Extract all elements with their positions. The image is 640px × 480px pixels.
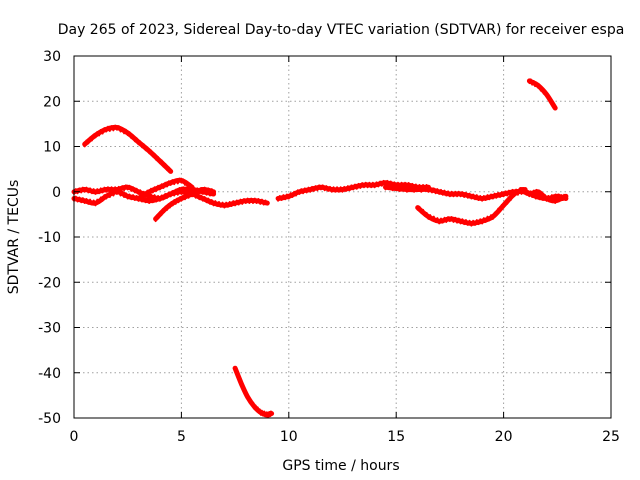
y-axis-label: SDTVAR / TECUs bbox=[6, 180, 22, 295]
series-noise-arc-rising-dip bbox=[154, 186, 213, 223]
series-noise-arc-rising-hump bbox=[83, 124, 170, 172]
chart-title: Day 265 of 2023, Sidereal Day-to-day VTE… bbox=[58, 22, 625, 38]
x-tick-label: 15 bbox=[387, 429, 405, 445]
y-tick-label: 10 bbox=[43, 140, 61, 156]
series-group bbox=[71, 78, 569, 418]
y-tick-label: -10 bbox=[38, 230, 61, 246]
series-noise-arc-bump bbox=[137, 177, 192, 202]
y-tick-label: 30 bbox=[43, 49, 61, 65]
y-tick-label: -20 bbox=[38, 275, 61, 291]
y-tick-label: -40 bbox=[38, 366, 61, 382]
x-tick-label: 0 bbox=[70, 429, 79, 445]
x-tick-label: 10 bbox=[280, 429, 298, 445]
y-tick-label: -50 bbox=[38, 411, 61, 427]
axis-ticks: 0 5 10 15 20 25 30 20 10 0 -10 -20 -30 -40 -50 bbox=[38, 49, 620, 445]
x-tick-label: 25 bbox=[602, 429, 620, 445]
plot-frame bbox=[73, 55, 612, 419]
grid bbox=[74, 56, 611, 418]
x-tick-label: 5 bbox=[177, 429, 186, 445]
series-noise-arc-midday bbox=[277, 179, 428, 202]
series-noise-arc-evening bbox=[519, 187, 566, 204]
y-tick-label: 20 bbox=[43, 94, 61, 110]
y-tick-label: 0 bbox=[52, 185, 61, 201]
series-noise-arc-afternoon-dip bbox=[416, 187, 525, 227]
series-noise-arc-afternoon-flat bbox=[384, 184, 566, 202]
y-tick-label: -30 bbox=[38, 321, 61, 337]
x-tick-label: 20 bbox=[495, 429, 513, 445]
series-noise-arc-descending-low bbox=[234, 367, 272, 418]
series-noise-arc-late-high bbox=[528, 78, 555, 107]
x-axis-label: GPS time / hours bbox=[282, 458, 399, 474]
